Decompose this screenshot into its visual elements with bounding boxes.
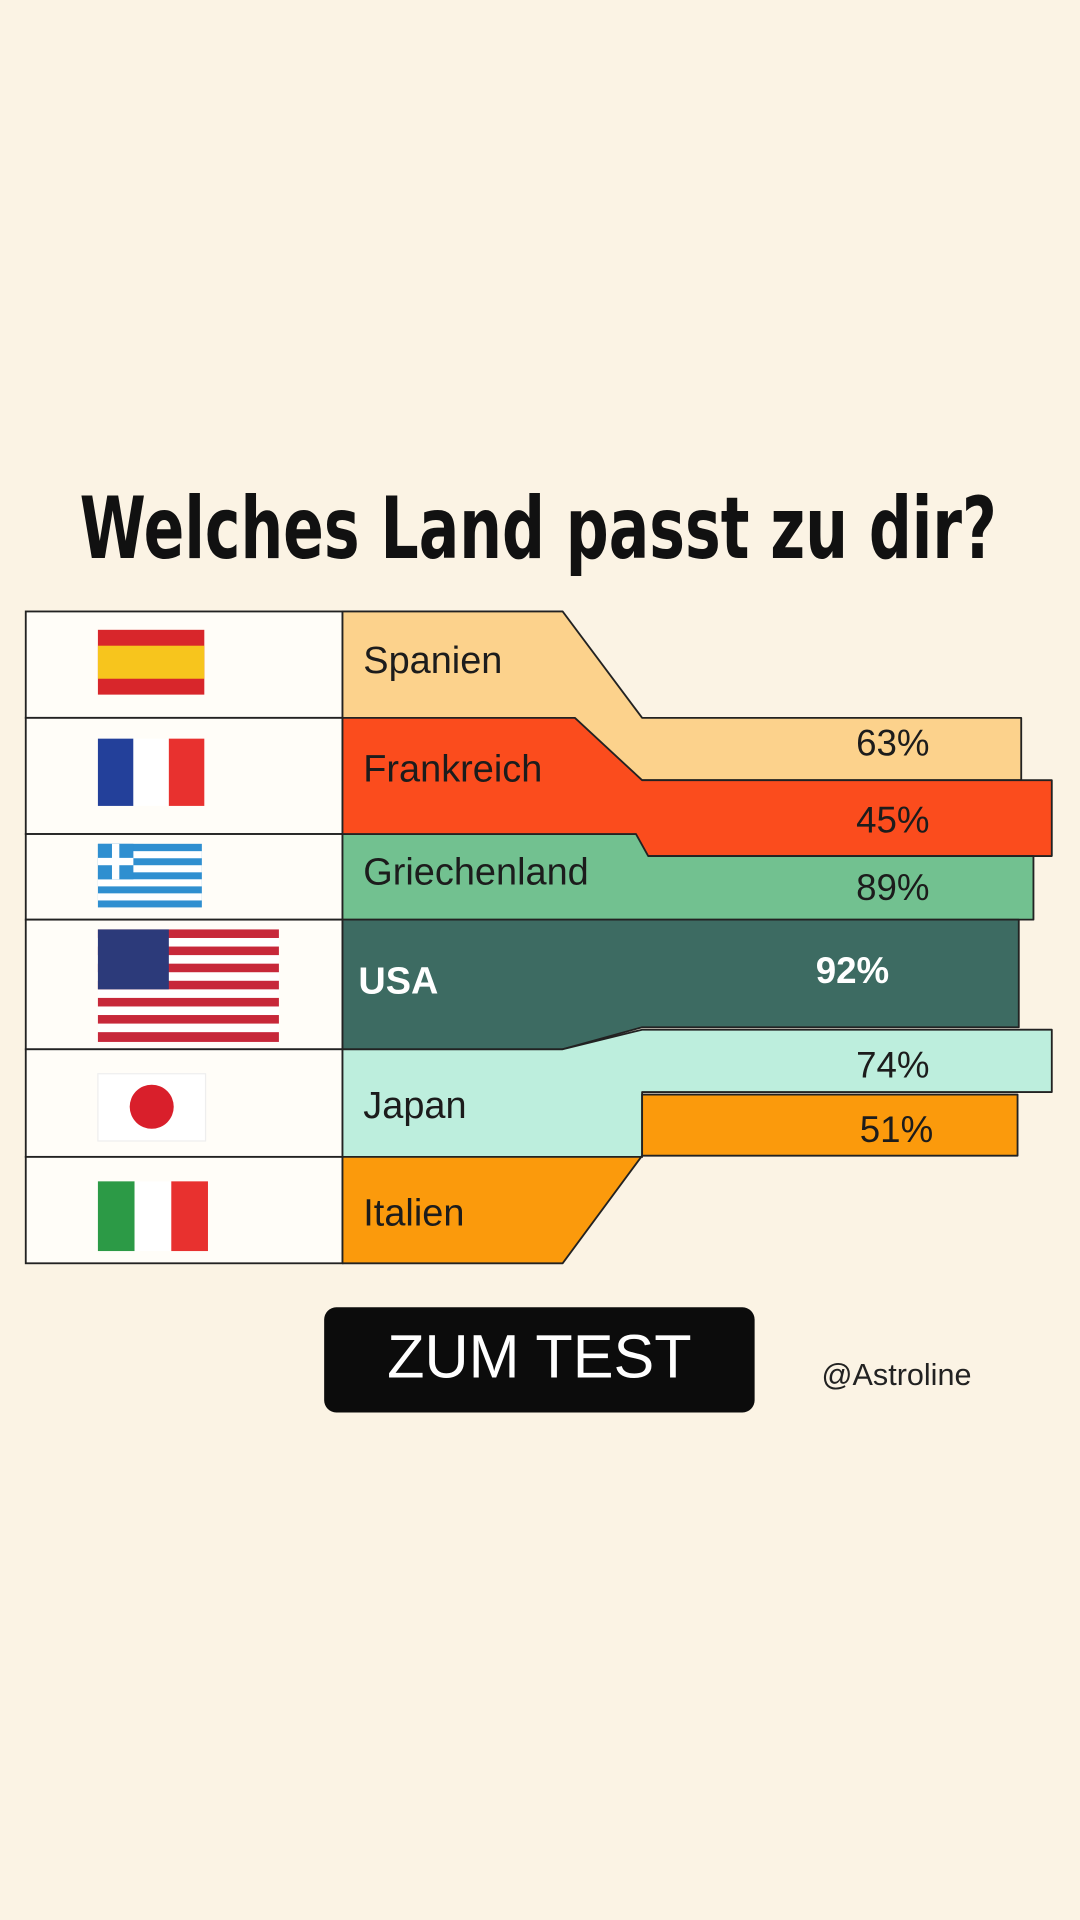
test-button[interactable]: ZUM TEST bbox=[324, 1307, 755, 1413]
percent-label: 74% bbox=[856, 1044, 929, 1085]
percent-label: 63% bbox=[856, 723, 929, 764]
flag-usa bbox=[97, 929, 279, 1042]
percent-label: 51% bbox=[860, 1109, 933, 1150]
band-italy bbox=[341, 1093, 1019, 1265]
flag-italy bbox=[97, 1181, 208, 1252]
country-label: Griechenland bbox=[363, 851, 588, 893]
percent-label: 89% bbox=[856, 867, 929, 908]
country-label: Italien bbox=[363, 1193, 464, 1235]
country-label: USA bbox=[358, 960, 438, 1002]
country-label: Japan bbox=[363, 1085, 466, 1127]
button-label[interactable]: ZUM TEST bbox=[387, 1322, 691, 1390]
flag-japan bbox=[97, 1073, 207, 1142]
title: Welches Land passt zu dir? bbox=[80, 480, 997, 579]
percent-label: 92% bbox=[816, 950, 889, 991]
country-label: Spanien bbox=[363, 640, 502, 682]
flag-france bbox=[97, 738, 205, 806]
flag-spain bbox=[97, 629, 205, 695]
button-background[interactable] bbox=[324, 1307, 755, 1413]
handle: @Astroline bbox=[822, 1358, 972, 1392]
percent-label: 45% bbox=[856, 800, 929, 841]
flag-greece bbox=[97, 843, 202, 908]
country-label: Frankreich bbox=[363, 749, 542, 791]
